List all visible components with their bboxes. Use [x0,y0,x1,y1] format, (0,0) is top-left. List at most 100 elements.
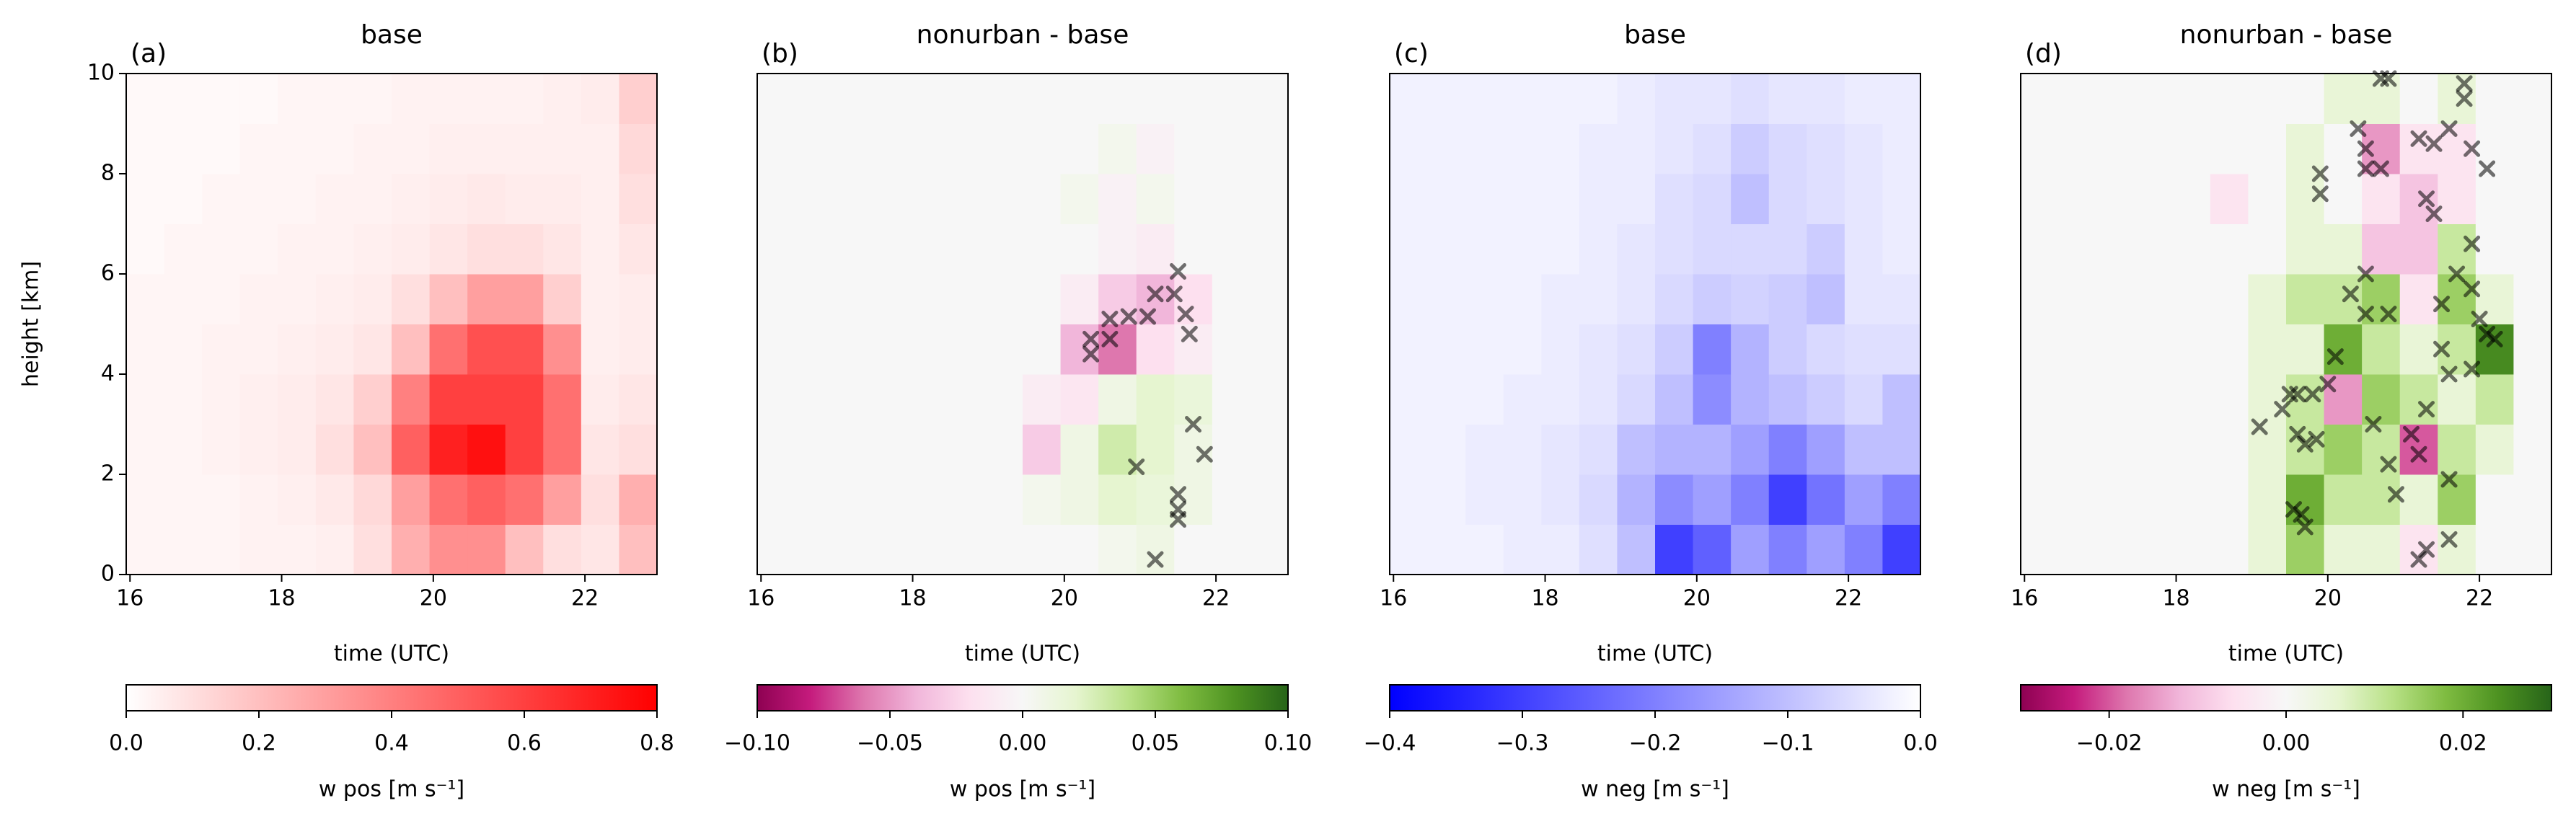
colorbar-tick-label: −0.02 [2076,731,2143,756]
significance-marker [1196,445,1213,463]
heat-cell [2210,324,2249,375]
y-tick-label: 6 [101,261,115,286]
heat-cell [946,74,985,124]
heat-cell [1427,123,1466,174]
x-axis-label: time (UTC) [2228,642,2344,667]
heat-cell [2286,524,2325,575]
heat-cell [1390,524,1429,575]
heat-cell [1844,424,1883,475]
significance-marker [2357,160,2374,177]
heat-cell [315,424,354,475]
heat-cell [2021,123,2060,174]
heat-cell [1617,274,1656,324]
heat-cell [1427,324,1466,375]
significance-marker [2440,531,2458,548]
heat-cell [239,524,278,575]
panel-label: (c) [1394,39,1429,68]
heat-cell [2513,74,2552,124]
x-tick-label: 16 [2011,586,2038,611]
heat-cell [315,524,354,575]
heat-cell [795,74,834,124]
heat-cell [1882,123,1921,174]
significance-marker [1101,311,1119,328]
heat-cell [1807,474,1845,525]
heat-cell [619,174,658,224]
heat-cell [1098,524,1137,575]
heat-cell [1098,223,1137,275]
heat-cell [2399,74,2438,124]
heat-cell [1023,324,1062,375]
colorbar-tick-label: −0.05 [857,731,923,756]
heat-cell [1503,424,1542,475]
significance-marker [2285,501,2303,518]
heat-cell [1693,274,1732,324]
heat-cell [353,274,392,324]
heat-cell [1844,174,1883,224]
panel-label: (a) [131,39,167,68]
heat-cell [392,274,431,324]
x-tick-label: 22 [2466,586,2493,611]
heat-cell [392,424,431,475]
heat-cell [278,374,317,425]
heat-cell [2096,524,2135,575]
heat-cell [1098,374,1137,425]
heat-cell [1617,474,1656,525]
heat-cell [1655,424,1694,475]
heat-cell [1731,474,1770,525]
heat-cell [429,174,468,224]
heat-cell [1465,123,1504,174]
significance-marker [2479,325,2496,342]
heat-cell [1174,123,1213,174]
heat-cell [870,474,909,525]
heat-cell [202,123,241,174]
heat-cell [505,223,544,275]
significance-marker [1082,330,1100,347]
heat-cell [315,123,354,174]
x-tick-label: 20 [1051,586,1078,611]
heat-cell [1060,424,1099,475]
heat-cell [2475,474,2514,525]
heat-cell [619,424,658,475]
heat-cell [1541,424,1580,475]
heat-cell [2438,424,2476,475]
heat-cell [1655,274,1694,324]
heat-cell [1503,74,1542,124]
significance-marker [2380,456,2397,473]
heat-cell [1807,174,1845,224]
heat-cell [467,174,506,224]
heat-cell [2513,424,2552,475]
heat-cell [2096,274,2135,324]
heat-cell [2286,223,2325,275]
heat-cell [833,223,872,275]
heat-cell [1693,524,1732,575]
heat-cell [1617,74,1656,124]
heat-cell [2172,424,2211,475]
heat-cell [757,223,796,275]
heat-cell [1768,274,1807,324]
significance-marker [1139,308,1156,325]
heat-cell [353,324,392,375]
significance-marker [2289,386,2306,403]
heat-cell [278,424,317,475]
heat-cell [757,374,796,425]
heat-cell [2172,524,2211,575]
heat-cell [1579,274,1618,324]
colorbar-tick-label: −0.3 [1496,731,1549,756]
heat-cell [795,424,834,475]
heat-cell [1212,374,1250,425]
heat-cell [1844,274,1883,324]
heat-cell [2362,174,2401,224]
significance-marker [2410,130,2427,147]
significance-marker [2433,340,2451,358]
heat-cell [1427,223,1466,275]
heat-cell [278,174,317,224]
heat-cell [126,324,165,375]
heat-cell [2475,174,2514,224]
heat-cell [1390,123,1429,174]
heat-cell [2248,223,2287,275]
heat-cell [757,524,796,575]
heat-cell [2399,424,2438,475]
heat-cell [2286,123,2325,174]
significance-marker [2251,418,2268,435]
significance-marker [2387,486,2404,503]
